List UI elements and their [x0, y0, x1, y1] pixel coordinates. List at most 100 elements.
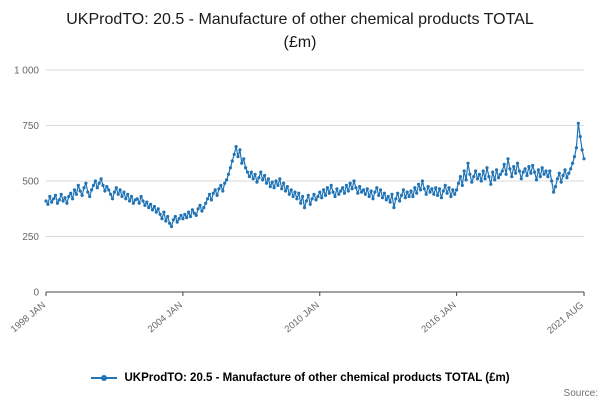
- series-point: [244, 166, 248, 170]
- series-point: [561, 173, 565, 178]
- series-point: [251, 177, 255, 181]
- series-point: [318, 190, 322, 194]
- x-tick-label: 2016 JAN: [420, 300, 459, 335]
- series-point: [299, 201, 303, 205]
- x-tick-label: 2004 JAN: [146, 300, 185, 335]
- series-point: [156, 207, 160, 211]
- series-point: [508, 167, 512, 171]
- series-point: [137, 201, 141, 205]
- series-point: [496, 176, 501, 180]
- series-point: [169, 224, 174, 229]
- series-point: [158, 212, 162, 216]
- series-point: [388, 200, 392, 204]
- series-point: [432, 192, 436, 196]
- series-point: [512, 165, 516, 169]
- series-point: [162, 210, 166, 214]
- series-point: [456, 181, 461, 185]
- series-point: [525, 173, 529, 178]
- series-point: [352, 179, 356, 183]
- series-point: [449, 194, 453, 199]
- series-point: [160, 217, 164, 221]
- series-point: [462, 169, 466, 173]
- series-point: [553, 185, 558, 189]
- series-point: [255, 180, 259, 184]
- series-point: [109, 192, 113, 196]
- series-point: [533, 170, 537, 174]
- series-point: [373, 190, 377, 194]
- series-point: [344, 183, 348, 187]
- series-point: [93, 179, 97, 183]
- series-point: [544, 169, 548, 173]
- series-point: [430, 187, 434, 191]
- series-point: [502, 162, 506, 166]
- series-point: [325, 186, 329, 190]
- legend-label: UKProdTO: 20.5 - Manufacture of other ch…: [124, 372, 510, 384]
- series-point: [384, 198, 388, 202]
- series-point: [458, 175, 462, 179]
- series-point: [247, 175, 251, 179]
- series-point: [181, 217, 185, 221]
- series-point: [514, 171, 518, 175]
- series-point: [150, 208, 155, 212]
- series-point: [331, 190, 335, 194]
- series-point: [61, 199, 65, 203]
- series-point: [493, 178, 497, 182]
- series-point: [78, 189, 82, 193]
- series-point: [323, 193, 328, 197]
- series-point: [301, 194, 305, 199]
- series-point: [175, 220, 179, 224]
- series-point: [53, 193, 58, 197]
- series-point: [358, 185, 362, 189]
- series-point: [200, 209, 204, 213]
- series-point: [523, 167, 527, 171]
- series-point: [114, 186, 118, 190]
- series-point: [124, 197, 128, 201]
- series-point: [171, 218, 175, 222]
- series-point: [498, 172, 502, 176]
- series-point: [183, 212, 187, 216]
- series-line: [45, 122, 585, 228]
- series-point: [67, 194, 71, 199]
- series-point: [426, 185, 430, 189]
- series-point: [72, 188, 77, 192]
- series-point: [468, 172, 472, 176]
- series-point: [128, 199, 132, 203]
- series-point: [126, 192, 130, 196]
- series-point: [314, 198, 318, 202]
- series-point: [506, 157, 510, 161]
- series-point: [557, 171, 561, 175]
- series-point: [398, 199, 402, 203]
- series-point: [225, 178, 229, 182]
- series-point: [105, 185, 109, 189]
- series-point: [382, 191, 386, 195]
- series-point: [139, 194, 143, 199]
- y-tick-label: 750: [22, 121, 39, 132]
- series-point: [84, 181, 88, 185]
- series-point: [192, 211, 196, 215]
- x-tick-label: 2021 AUG: [545, 300, 586, 337]
- series-point: [504, 172, 508, 176]
- series-point: [392, 206, 396, 210]
- series-point: [447, 186, 451, 190]
- series-point: [76, 183, 80, 187]
- series-point: [475, 177, 480, 181]
- series-point: [529, 171, 533, 175]
- series-point: [472, 175, 476, 179]
- series-point: [228, 166, 232, 170]
- series-point: [232, 152, 236, 156]
- series-point: [190, 208, 194, 212]
- series-point: [289, 188, 293, 192]
- series-point: [369, 189, 373, 193]
- series-point: [517, 169, 522, 173]
- series-point: [572, 155, 577, 159]
- series-point: [578, 135, 582, 139]
- series-point: [285, 185, 289, 189]
- series-point: [209, 198, 213, 202]
- series-point: [470, 180, 474, 184]
- series-point: [377, 193, 381, 197]
- series-point: [179, 213, 183, 217]
- chart-title: UKProdTO: 20.5 - Manufacture of other ch…: [66, 11, 534, 52]
- series-point: [118, 188, 122, 192]
- series-point: [417, 182, 421, 186]
- y-tick-label: 1 000: [14, 66, 39, 77]
